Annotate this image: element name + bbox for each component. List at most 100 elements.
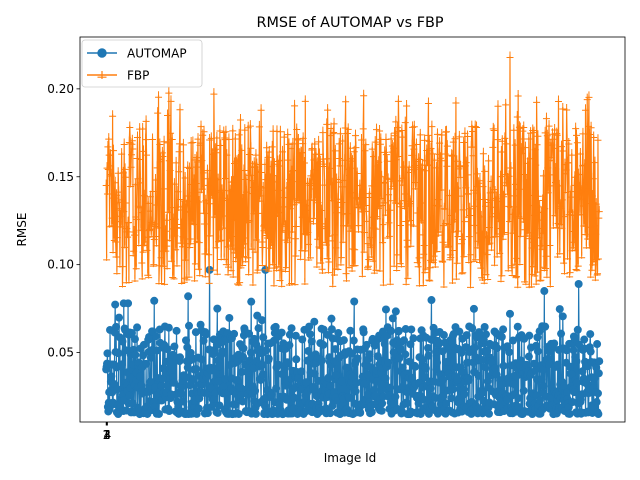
automap-point <box>595 357 604 366</box>
automap-point <box>359 328 368 337</box>
fbp-point <box>568 149 576 157</box>
fbp-point <box>512 270 520 278</box>
fbp-point <box>393 248 401 256</box>
fbp-point <box>228 230 236 238</box>
automap-point <box>519 386 528 395</box>
automap-point <box>258 370 267 379</box>
fbp-point <box>484 273 492 281</box>
fbp-point <box>491 185 499 193</box>
fbp-point <box>467 281 475 289</box>
fbp-point <box>508 269 516 277</box>
fbp-point <box>490 183 498 191</box>
automap-point <box>478 355 487 364</box>
fbp-point <box>325 255 333 263</box>
fbp-point <box>212 146 220 154</box>
fbp-point <box>143 244 151 252</box>
fbp-point <box>109 144 117 152</box>
fbp-point <box>425 274 433 282</box>
legend: AUTOMAP FBP <box>81 39 203 88</box>
fbp-point <box>343 207 351 215</box>
fbp-point <box>270 169 278 177</box>
fbp-point <box>381 146 389 154</box>
fbp-point <box>570 179 578 187</box>
fbp-point <box>442 217 450 225</box>
automap-point <box>245 329 254 338</box>
fbp-point <box>139 123 147 130</box>
fbp-point <box>132 262 140 270</box>
fbp-point <box>347 225 355 233</box>
automap-point <box>426 384 435 393</box>
fbp-point <box>515 183 523 191</box>
fbp-point <box>143 231 151 239</box>
legend-fbp-marker <box>97 71 107 79</box>
fbp-point <box>424 159 432 167</box>
fbp-point <box>420 248 428 256</box>
fbp-point <box>464 168 472 176</box>
automap-point <box>215 362 224 371</box>
fbp-point <box>204 172 212 180</box>
fbp-point <box>354 193 362 201</box>
fbp-point <box>364 260 372 268</box>
fbp-point <box>577 185 585 193</box>
fbp-point <box>449 136 457 144</box>
fbp-point <box>379 279 387 287</box>
fbp-point <box>511 139 519 147</box>
fbp-point <box>368 143 376 151</box>
fbp-point <box>493 250 501 258</box>
fbp-point <box>178 200 186 208</box>
fbp-point <box>578 251 586 259</box>
fbp-point <box>569 225 577 233</box>
fbp-point <box>391 196 399 204</box>
automap-point <box>158 374 167 383</box>
fbp-point <box>489 141 497 149</box>
automap-point <box>179 397 188 406</box>
automap-point <box>334 329 343 338</box>
automap-point <box>516 356 525 365</box>
fbp-point <box>505 200 513 208</box>
fbp-point <box>321 236 329 244</box>
automap-point <box>402 399 411 408</box>
fbp-point <box>564 252 571 260</box>
fbp-point <box>356 179 364 187</box>
fbp-point <box>124 231 132 239</box>
fbp-point <box>286 202 294 210</box>
automap-point <box>377 406 386 415</box>
fbp-point <box>507 162 515 170</box>
automap-point <box>201 330 210 339</box>
fbp-point <box>431 260 439 268</box>
fbp-point <box>456 171 464 179</box>
fbp-point <box>497 146 505 153</box>
automap-point <box>277 328 286 337</box>
fbp-point <box>495 222 503 230</box>
fbp-point <box>441 147 449 155</box>
automap-point <box>337 377 346 386</box>
automap-point <box>449 385 458 394</box>
fbp-point <box>230 175 238 183</box>
automap-point <box>262 346 271 355</box>
automap-point <box>218 347 227 356</box>
fbp-point <box>215 235 223 243</box>
fbp-point <box>188 178 196 186</box>
automap-point <box>368 334 377 343</box>
fbp-point <box>440 280 448 288</box>
fbp-point <box>414 206 422 214</box>
fbp-point <box>533 96 541 104</box>
fbp-point <box>439 255 447 263</box>
fbp-point <box>152 239 160 247</box>
fbp-point <box>108 219 116 227</box>
fbp-point <box>255 120 263 128</box>
fbp-point <box>168 133 176 141</box>
fbp-point <box>593 253 601 261</box>
automap-point <box>349 336 358 345</box>
fbp-point <box>157 251 165 259</box>
fbp-point <box>151 218 159 226</box>
fbp-point <box>453 155 461 163</box>
fbp-point <box>433 245 441 253</box>
automap-point <box>124 299 133 308</box>
fbp-point <box>545 179 553 187</box>
fbp-point <box>257 104 265 112</box>
fbp-point <box>346 169 353 177</box>
automap-point <box>525 331 534 340</box>
fbp-point <box>557 218 565 226</box>
fbp-point <box>477 210 485 218</box>
